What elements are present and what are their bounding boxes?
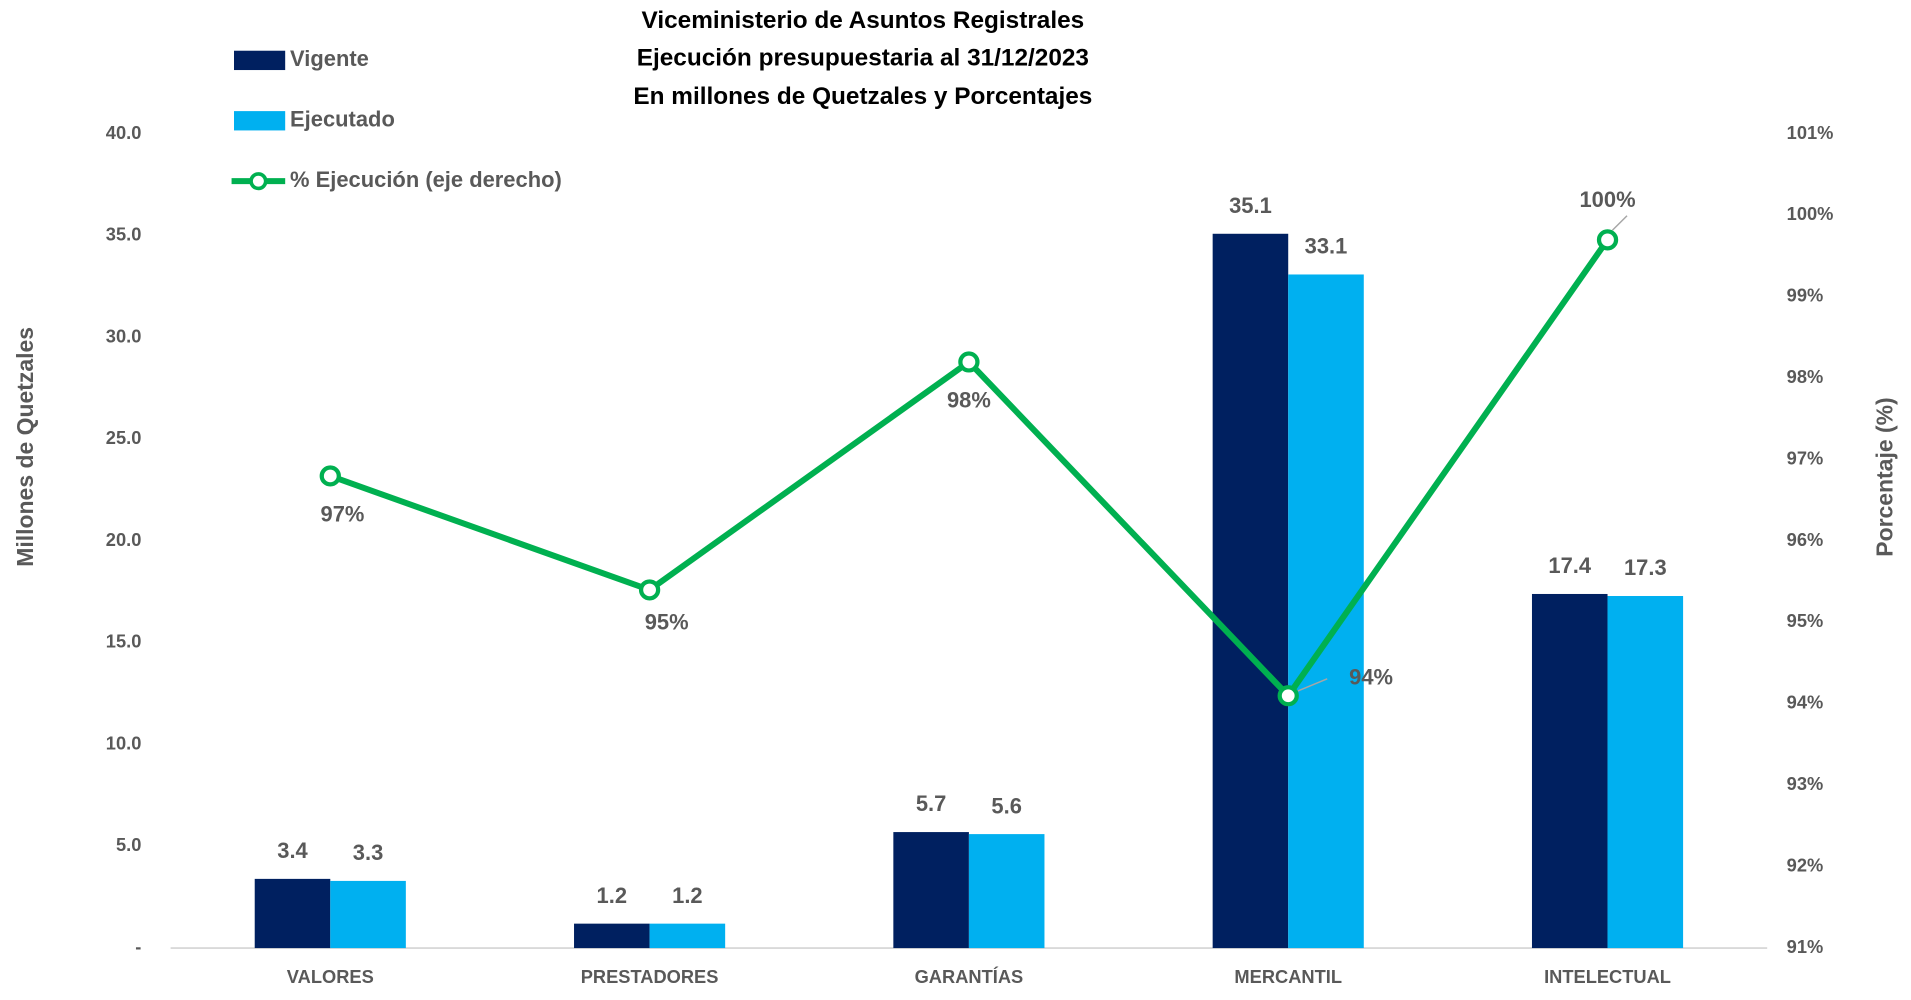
- line-value-label: 97%: [321, 502, 365, 527]
- line-value-label: 94%: [1349, 665, 1393, 690]
- bar: [1212, 233, 1289, 949]
- legend-label: Ejecutado: [290, 107, 395, 132]
- bar-value-label: 35.1: [1229, 193, 1272, 218]
- y-tick-label: 40.0: [106, 123, 142, 143]
- bar: [1607, 596, 1684, 949]
- y2-tick-label: 99%: [1787, 286, 1824, 306]
- x-tick-label: VALORES: [287, 967, 374, 987]
- y2-tick-label: 100%: [1787, 204, 1834, 224]
- bar-value-label: 33.1: [1305, 234, 1348, 259]
- bar: [1288, 274, 1364, 949]
- legend-label: Vigente: [290, 46, 369, 71]
- y2-tick-label: 101%: [1787, 123, 1834, 143]
- x-tick-label: MERCANTIL: [1234, 967, 1342, 987]
- y2-tick-label: 91%: [1787, 937, 1824, 957]
- x-tick-label: INTELECTUAL: [1544, 967, 1671, 987]
- bar-value-label: 17.3: [1624, 555, 1667, 580]
- legend-swatch: [234, 50, 286, 71]
- bar-value-label: 1.2: [672, 883, 702, 908]
- bar-value-label: 17.4: [1548, 553, 1592, 578]
- y2-tick-label: 96%: [1787, 530, 1824, 550]
- y-tick-label: 5.0: [116, 835, 141, 855]
- bar: [968, 834, 1045, 949]
- leader-line: [1297, 678, 1328, 692]
- bar: [893, 832, 969, 949]
- y-tick-label: 35.0: [106, 225, 142, 245]
- y2-tick-label: 97%: [1787, 449, 1824, 469]
- legend-swatch: [234, 111, 286, 131]
- bar: [574, 923, 650, 949]
- bar-value-label: 5.6: [991, 793, 1021, 818]
- line-marker: [958, 351, 980, 373]
- line: [329, 238, 1611, 699]
- y-tick-label: 10.0: [106, 733, 142, 753]
- y-tick-label: 30.0: [106, 326, 142, 346]
- chart-title: Ejecución presupuestaria al 31/12/2023: [637, 45, 1089, 72]
- y2-tick-label: 94%: [1787, 693, 1824, 713]
- bar-value-label: 5.7: [916, 791, 946, 816]
- bar: [649, 923, 726, 949]
- y2-tick-label: 92%: [1787, 856, 1824, 876]
- legend-label: % Ejecución (eje derecho): [290, 167, 562, 192]
- y-tick-label: 25.0: [106, 428, 142, 448]
- bar: [1531, 593, 1608, 949]
- legend-marker: [249, 172, 268, 191]
- bar-value-label: 3.4: [277, 838, 308, 863]
- bar: [330, 880, 406, 949]
- y2-tick-label: 95%: [1787, 611, 1824, 631]
- y2-tick-label: 98%: [1787, 367, 1824, 387]
- line-marker: [319, 465, 341, 487]
- y-axis-label: Millones de Quetzales: [12, 327, 38, 567]
- leader-line: [1611, 215, 1628, 231]
- x-tick-label: GARANTÍAS: [915, 966, 1024, 987]
- chart-title: En millones de Quetzales y Porcentajes: [633, 83, 1092, 110]
- line-value-label: 98%: [947, 388, 991, 413]
- x-tick-label: PRESTADORES: [581, 967, 719, 987]
- chart-title: Viceministerio de Asuntos Registrales: [642, 7, 1085, 34]
- y-tick-label: 20.0: [106, 530, 142, 550]
- bar: [254, 878, 331, 949]
- line-value-label: 100%: [1579, 187, 1635, 212]
- line-marker: [1277, 685, 1299, 707]
- bar-value-label: 1.2: [597, 883, 627, 908]
- line-marker: [638, 579, 661, 601]
- bar-value-label: 3.3: [353, 840, 383, 865]
- line-marker: [1596, 229, 1619, 251]
- y2-axis-label: Porcentaje (%): [1872, 397, 1898, 556]
- y2-tick-label: 93%: [1787, 774, 1824, 794]
- y-tick-label: -: [135, 937, 141, 957]
- line-value-label: 95%: [645, 610, 689, 635]
- y-tick-label: 15.0: [106, 632, 142, 652]
